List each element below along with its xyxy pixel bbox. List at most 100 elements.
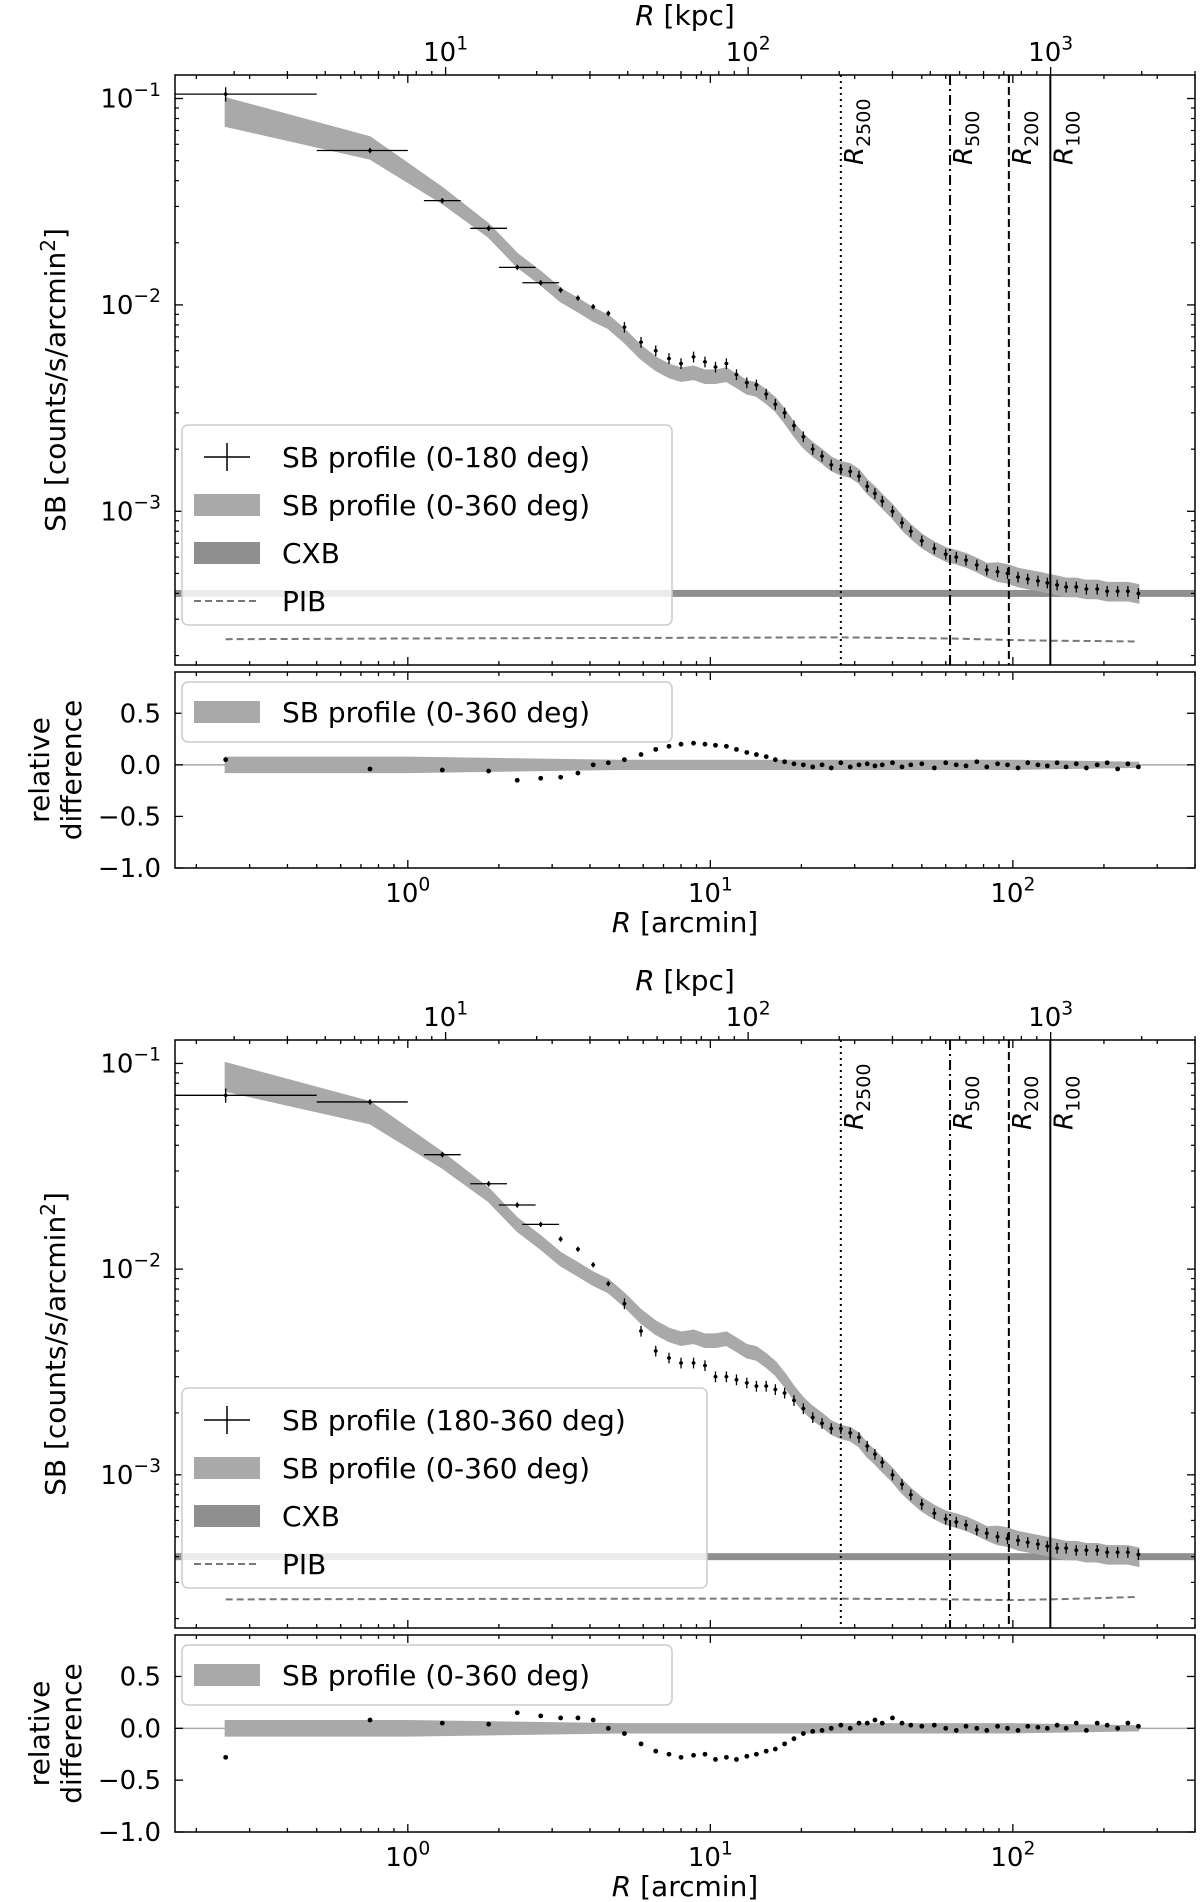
data-point: [1035, 1538, 1040, 1550]
data-point: [856, 1432, 861, 1443]
data-point: [782, 1387, 787, 1399]
residual-point: [575, 770, 581, 776]
legend-box: [181, 424, 673, 626]
data-point: [754, 379, 759, 391]
residual-point: [782, 1741, 788, 1747]
residual-point: [702, 741, 708, 747]
pib-line: [225, 636, 1139, 643]
legend-handle-band: [194, 701, 260, 723]
residual-point: [919, 761, 925, 767]
residual-point: [800, 762, 806, 768]
top-axis-label: R [kpc]: [635, 0, 735, 32]
residual-point: [838, 760, 844, 766]
data-point: [782, 407, 787, 419]
data-point: [848, 466, 853, 477]
residual-point: [1083, 765, 1089, 771]
residual-point: [931, 765, 937, 771]
data-point: [1016, 571, 1021, 583]
data-point: [974, 1524, 979, 1536]
legend: SB profile (0-180 deg) SB profile (0-360 …: [181, 424, 673, 626]
data-point: [1055, 1542, 1060, 1554]
residual-point: [847, 1725, 853, 1731]
legend-handle-band: [194, 494, 260, 516]
vline-label-r500: R500: [949, 111, 984, 165]
residual-point: [931, 1722, 937, 1728]
data-point: [954, 551, 959, 563]
data-point: [653, 345, 658, 357]
residual-point: [558, 774, 564, 780]
residual-point: [638, 752, 644, 757]
data-point: [954, 1516, 959, 1528]
data-point: [773, 1384, 778, 1395]
y-tick-label: −0.5: [98, 1766, 161, 1796]
legend-handle-cxb: [194, 542, 260, 564]
data-point: [984, 564, 989, 576]
legend: SB profile (0-360 deg): [181, 1644, 673, 1706]
residual-point: [1025, 1723, 1031, 1729]
data-point: [801, 1403, 806, 1415]
residual-point: [575, 1715, 581, 1721]
data-point: [734, 1374, 739, 1386]
y-axis-label: relativedifference: [23, 1663, 88, 1804]
data-point: [591, 1262, 596, 1268]
data-point: [666, 353, 671, 365]
residual-point: [819, 762, 825, 768]
data-point: [522, 1221, 560, 1228]
residual-point: [713, 1757, 718, 1762]
data-point: [1074, 1545, 1079, 1556]
data-point: [865, 1440, 870, 1452]
data-point: [919, 1498, 924, 1510]
residual-point: [791, 1736, 797, 1742]
residual-point: [1044, 763, 1050, 769]
residual-point: [791, 761, 797, 767]
band-0-360: [224, 96, 1140, 604]
data-point: [820, 1418, 825, 1429]
y-tick-label: −1.0: [98, 1818, 161, 1848]
x-tick-label: 101: [688, 1838, 733, 1873]
legend-handle-band: [194, 1664, 260, 1686]
residual-point: [744, 750, 750, 755]
legend: SB profile (0-360 deg): [181, 681, 673, 743]
residual-point: [847, 764, 853, 770]
residual-point: [367, 1717, 373, 1723]
residual-point: [763, 1748, 769, 1754]
residual-point: [838, 1722, 844, 1728]
data-point: [470, 1181, 507, 1187]
residual-point: [819, 1727, 825, 1733]
residual-point: [1136, 1723, 1141, 1729]
y-tick-label: 10−1: [100, 80, 161, 115]
residual-point: [963, 763, 969, 769]
y-tick-label: 10−3: [100, 493, 161, 528]
data-point: [1136, 588, 1141, 599]
residual-point: [734, 1757, 739, 1762]
residual-point: [908, 1722, 914, 1728]
residual-point: [810, 764, 816, 770]
data-point: [872, 1448, 877, 1460]
data-point: [754, 1380, 759, 1392]
data-point: [848, 1427, 853, 1439]
residual-point: [653, 746, 659, 752]
residual-point: [890, 760, 895, 766]
data-point: [919, 535, 924, 547]
residual-point: [864, 1720, 870, 1726]
data-point: [679, 1357, 684, 1369]
residual-point: [1073, 1720, 1079, 1726]
residual-point: [856, 762, 862, 768]
residual-point: [666, 1751, 672, 1757]
residual-point: [984, 764, 990, 770]
vline-label-r2500: R2500: [840, 99, 875, 165]
residual-point: [678, 741, 684, 747]
data-point: [498, 1202, 536, 1208]
residual-point: [702, 1751, 708, 1757]
residual-point: [622, 757, 627, 763]
data-point: [963, 554, 968, 566]
legend-entry: CXB: [282, 537, 340, 570]
data-point: [1045, 1540, 1050, 1552]
residual-point: [1094, 1720, 1100, 1726]
data-point: [829, 1423, 834, 1435]
residual-point: [723, 1754, 729, 1760]
data-point: [558, 1236, 563, 1242]
data-point: [1035, 575, 1040, 587]
band-0-360: [224, 1061, 1140, 1568]
data-point: [1105, 1547, 1110, 1558]
